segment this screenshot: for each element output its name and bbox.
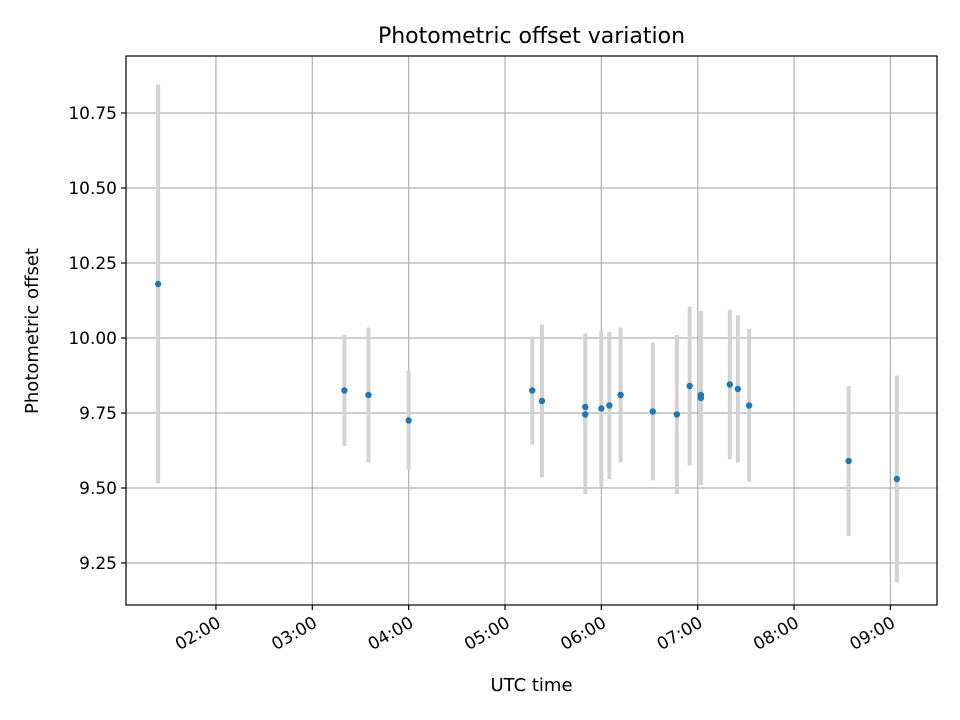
y-axis-ticks: 9.25 9.50 9.75 10.00 10.25 10.50 10.75 (68, 104, 126, 574)
data-point (893, 475, 901, 483)
data-point (582, 403, 589, 411)
plot-frame (125, 55, 938, 606)
x-tick-label: 06:00 (557, 613, 609, 655)
data-point (617, 391, 624, 399)
data-point (538, 397, 546, 405)
data-point (405, 417, 412, 424)
data-point (697, 394, 705, 402)
x-tick-label: 05:00 (461, 613, 513, 655)
y-tick-label: 10.75 (68, 104, 117, 124)
x-tick-label: 07:00 (654, 613, 706, 655)
x-tick-label: 08:00 (750, 613, 802, 655)
data-point (529, 387, 536, 394)
data-point (745, 402, 753, 409)
data-point (582, 411, 589, 418)
data-point (845, 457, 852, 465)
y-axis-label: Photometric offset (22, 248, 43, 414)
data-point (686, 382, 693, 390)
data-point (649, 408, 656, 415)
data-point (606, 402, 613, 409)
x-tick-label: 02:00 (172, 613, 224, 655)
data-point (598, 405, 605, 412)
x-tick-label: 04:00 (365, 613, 417, 655)
x-tick-label: 09:00 (846, 613, 898, 655)
x-axis-label: UTC time (490, 675, 572, 696)
data-point (365, 391, 372, 399)
data-point (154, 280, 162, 288)
y-tick-label: 10.25 (68, 254, 117, 274)
y-tick-label: 9.75 (79, 404, 117, 424)
data-point (341, 387, 348, 394)
data-points (154, 280, 901, 483)
data-point (734, 385, 742, 393)
y-tick-label: 9.25 (79, 554, 117, 574)
x-axis-ticks: 02:00 03:00 04:00 05:00 06:00 07:00 08:00 09:00 (172, 605, 899, 655)
data-point (673, 411, 681, 418)
data-point (726, 381, 734, 388)
y-tick-label: 10.50 (68, 179, 117, 199)
y-tick-label: 10.00 (68, 329, 117, 349)
grid-lines (126, 56, 937, 605)
error-bars (156, 84, 899, 583)
y-tick-label: 9.50 (79, 479, 117, 499)
x-tick-label: 03:00 (268, 613, 320, 655)
chart-title: Photometric offset variation (378, 24, 685, 49)
